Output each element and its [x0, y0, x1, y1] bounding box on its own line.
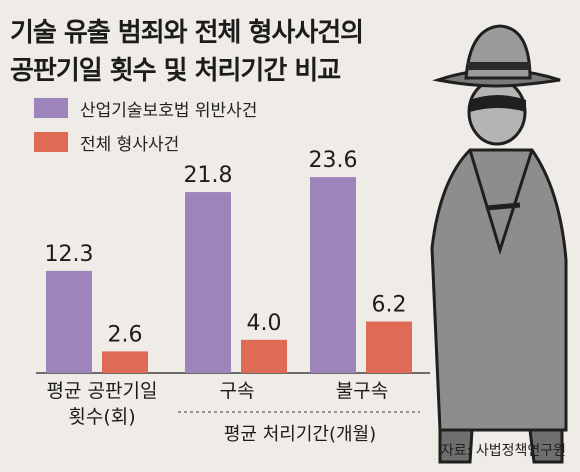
data-label-series-1-2: 21.8: [184, 163, 233, 188]
bar-series-2-3: [366, 321, 412, 373]
data-label-series-2-1: 2.6: [108, 322, 143, 347]
legend-item-series-2: 전체 형사사건: [34, 130, 180, 155]
legend-item-series-1: 산업기술보호법 위반사건: [34, 96, 258, 121]
legend-label-series-2: 전체 형사사건: [80, 134, 180, 155]
bar-series-2-2: [241, 339, 287, 373]
chart-title-line-2: 공판기일 횟수 및 처리기간 비교: [10, 56, 341, 86]
data-label-series-1-3: 23.6: [309, 148, 358, 173]
bar-series-1-3: [310, 177, 356, 373]
legend-swatch-series-2: [34, 132, 68, 152]
bar-series-1-2: [185, 192, 231, 373]
legend-swatch-series-1: [34, 98, 68, 118]
data-label-series-2-3: 6.2: [372, 293, 407, 318]
data-label-series-2-2: 4.0: [247, 311, 282, 336]
category-label-1-line-1: 평균 공판기일: [47, 380, 158, 402]
bar-series-1-1: [46, 270, 92, 373]
source-note: 자료: 사법정책연구원: [440, 443, 566, 459]
chart-title-line-1: 기술 유출 범죄와 전체 형사사건의: [10, 18, 364, 48]
group-label: 평균 처리기간(개월): [224, 424, 376, 445]
category-label-1-line-2: 횟수(회): [68, 406, 135, 428]
detective-illustration: [430, 24, 568, 464]
legend-label-series-1: 산업기술보호법 위반사건: [80, 100, 258, 121]
category-label-3: 불구속: [336, 380, 388, 402]
data-label-series-1-1: 12.3: [45, 242, 94, 267]
bar-series-2-1: [102, 351, 148, 373]
category-label-2: 구속: [220, 380, 255, 402]
